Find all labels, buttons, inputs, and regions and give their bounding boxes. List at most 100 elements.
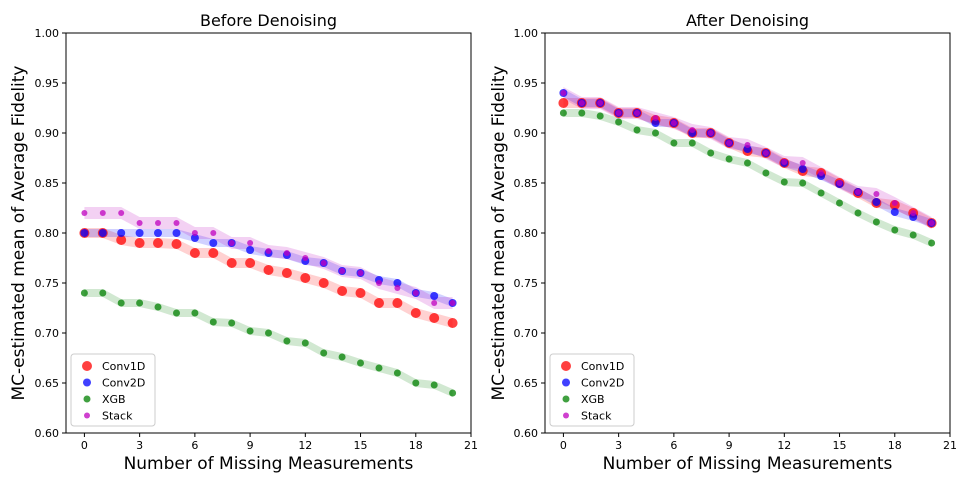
data-point: [210, 230, 217, 236]
data-point: [81, 210, 88, 216]
plot-area: 0 3 6 9 12 15 18 21 0.60 0.65 0.70 0.75 0.80 0.85 0.90…: [35, 27, 479, 452]
data-point: [651, 119, 660, 127]
y-tick-label: 1.00: [514, 27, 539, 40]
data-point: [744, 142, 751, 148]
data-point: [394, 285, 401, 291]
data-point: [707, 149, 715, 157]
data-point: [246, 327, 254, 335]
data-point: [173, 309, 180, 317]
y-tick-label: 0.85: [514, 177, 539, 190]
y-tick-label: 0.65: [35, 377, 60, 390]
legend-marker-xgb: [562, 395, 570, 403]
data-point: [375, 364, 383, 372]
data-point: [449, 389, 457, 397]
data-point: [431, 300, 438, 306]
data-point: [136, 220, 143, 226]
data-point: [136, 299, 144, 307]
y-tick-label: 0.60: [35, 427, 60, 440]
plot-area: 0 3 6 9 12 15 18 21 0.60 0.65 0.70 0.75 0.80 0.85 0.90…: [514, 27, 958, 452]
data-point: [909, 231, 917, 239]
x-axis-label: Number of Missing Measurements: [603, 454, 893, 474]
legend-label: Conv2D: [581, 377, 624, 390]
data-point: [836, 180, 843, 186]
data-point: [799, 160, 806, 166]
legend-label: Conv1D: [102, 360, 145, 373]
data-point: [116, 235, 127, 245]
data-point: [798, 165, 807, 173]
data-point: [836, 199, 843, 207]
data-point: [190, 234, 199, 242]
data-point: [318, 278, 329, 288]
data-point: [873, 191, 880, 197]
series-band-xgb: [563, 109, 932, 247]
legend: Conv1D Conv2D XGB Stack: [70, 353, 156, 427]
y-tick-label: 0.70: [35, 327, 60, 340]
data-point: [98, 229, 107, 237]
data-point: [171, 239, 182, 249]
data-point: [172, 229, 181, 237]
data-point: [393, 279, 402, 287]
data-point: [412, 290, 419, 296]
data-point: [135, 229, 144, 237]
series-conv1d: [79, 228, 458, 328]
x-tick-label: 18: [409, 439, 423, 452]
data-point: [99, 210, 106, 216]
data-point: [357, 359, 364, 367]
data-point: [744, 159, 751, 167]
data-point: [338, 353, 346, 361]
data-point: [670, 120, 677, 126]
data-point: [928, 239, 936, 247]
legend-marker-stack: [84, 412, 90, 419]
data-point: [670, 139, 678, 147]
series-band-stack: [84, 207, 453, 309]
data-point: [447, 318, 458, 328]
data-point: [652, 115, 659, 121]
y-tick-label: 0.70: [514, 327, 539, 340]
x-tick-label: 15: [833, 439, 847, 452]
data-point: [301, 339, 309, 347]
data-point: [173, 220, 180, 226]
y-tick-label: 0.90: [35, 127, 60, 140]
data-point: [855, 189, 861, 195]
y-tick-label: 0.60: [514, 427, 539, 440]
data-point: [780, 178, 788, 186]
data-point: [134, 238, 145, 248]
data-point: [300, 273, 311, 283]
data-point: [652, 129, 659, 137]
data-point: [910, 210, 917, 216]
data-point: [689, 127, 696, 133]
data-point: [153, 238, 163, 248]
data-point: [633, 126, 641, 134]
data-point: [80, 289, 88, 297]
data-point: [283, 337, 291, 345]
data-point: [688, 139, 696, 147]
data-point: [228, 319, 236, 327]
data-point: [246, 246, 255, 254]
data-point: [781, 159, 788, 165]
x-tick-label: 9: [726, 439, 733, 452]
data-point: [339, 268, 346, 274]
y-tick-label: 0.80: [514, 227, 539, 240]
data-point: [429, 313, 440, 323]
data-point: [265, 248, 272, 254]
data-point: [634, 110, 640, 116]
data-point: [560, 90, 567, 96]
data-point: [872, 198, 881, 206]
data-point: [337, 286, 348, 296]
data-point: [247, 240, 254, 246]
legend-marker-stack: [563, 412, 569, 419]
data-point: [245, 258, 256, 268]
y-axis-label: MC-estimated mean of Average Fidelity: [9, 66, 29, 401]
data-point: [263, 265, 274, 275]
data-point: [99, 289, 107, 297]
x-tick-label: 21: [464, 439, 478, 452]
data-point: [725, 155, 733, 163]
data-point: [762, 169, 770, 177]
data-point: [817, 189, 825, 197]
y-tick-label: 0.95: [35, 77, 60, 90]
x-tick-label: 0: [81, 439, 88, 452]
data-point: [191, 309, 199, 317]
y-tick-label: 0.80: [35, 227, 60, 240]
legend-label: XGB: [581, 393, 605, 406]
